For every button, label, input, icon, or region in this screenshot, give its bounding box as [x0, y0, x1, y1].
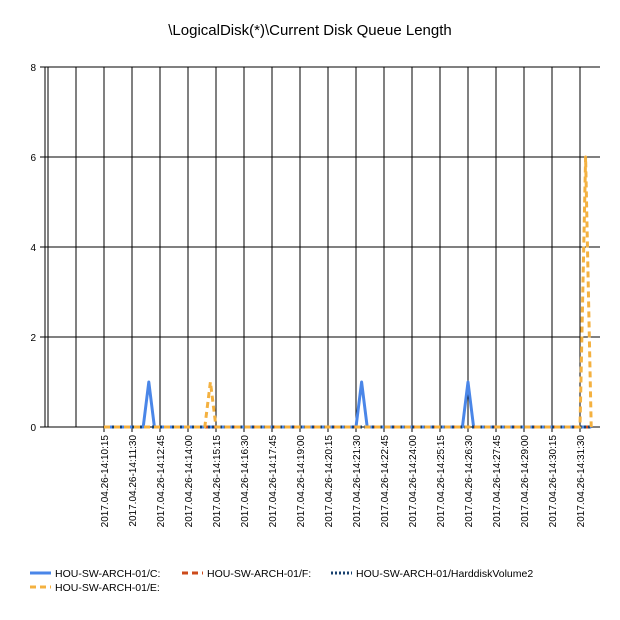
legend-label: HOU-SW-ARCH-01/HarddiskVolume2 [356, 568, 533, 580]
x-tick-label: 2017.04.26-14:16:30 [240, 435, 251, 528]
y-tick-label: 4 [30, 243, 36, 254]
x-tick-label: 2017.04.26-14:20:15 [324, 435, 335, 528]
x-tick-label: 2017.04.26-14:12:45 [156, 435, 167, 528]
chart-series [104, 155, 593, 429]
chart-legend: HOU-SW-ARCH-01/C: HOU-SW-ARCH-01/F: HOU-SW… [30, 568, 533, 594]
x-tick-label: 2017.04.26-14:15:15 [212, 435, 223, 528]
y-tick-label: 2 [30, 333, 36, 344]
legend-label: HOU-SW-ARCH-01/F: [207, 568, 311, 580]
x-tick-label: 2017.04.26-14:26:30 [464, 435, 475, 528]
x-tick-label: 2017.04.26-14:11:30 [128, 435, 139, 527]
y-tick-label: 8 [30, 63, 36, 74]
y-tick-label: 6 [30, 153, 36, 164]
chart-grid [44, 66, 600, 428]
x-tick-label: 2017.04.26-14:27:45 [492, 435, 503, 528]
x-tick-label: 2017.04.26-14:17:45 [268, 435, 279, 528]
x-tick-label: 2017.04.26-14:29:00 [520, 435, 531, 528]
series-line [104, 155, 593, 429]
chart-title: \LogicalDisk(*)\Current Disk Queue Lengt… [168, 22, 451, 39]
x-tick-label: 2017.04.26-14:30:15 [548, 435, 559, 528]
legend-label: HOU-SW-ARCH-01/C: [55, 568, 160, 580]
x-tick-label: 2017.04.26-14:24:00 [408, 435, 419, 528]
x-tick-label: 2017.04.26-14:31:30 [576, 435, 587, 528]
series-line [104, 380, 592, 429]
x-tick-label: 2017.04.26-14:19:00 [296, 435, 307, 528]
x-axis: 2017.04.26-14:10:15 2017.04.26-14:11:30 20… [100, 427, 587, 527]
y-axis: 0 2 4 6 8 [30, 63, 45, 434]
x-tick-label: 2017.04.26-14:10:15 [100, 435, 111, 528]
x-tick-label: 2017.04.26-14:14:00 [184, 435, 195, 528]
legend-label: HOU-SW-ARCH-01/E: [55, 582, 160, 594]
y-tick-label: 0 [30, 423, 36, 434]
x-tick-label: 2017.04.26-14:21:30 [352, 435, 363, 528]
x-tick-label: 2017.04.26-14:25:15 [436, 435, 447, 528]
x-tick-label: 2017.04.26-14:22:45 [380, 435, 391, 528]
